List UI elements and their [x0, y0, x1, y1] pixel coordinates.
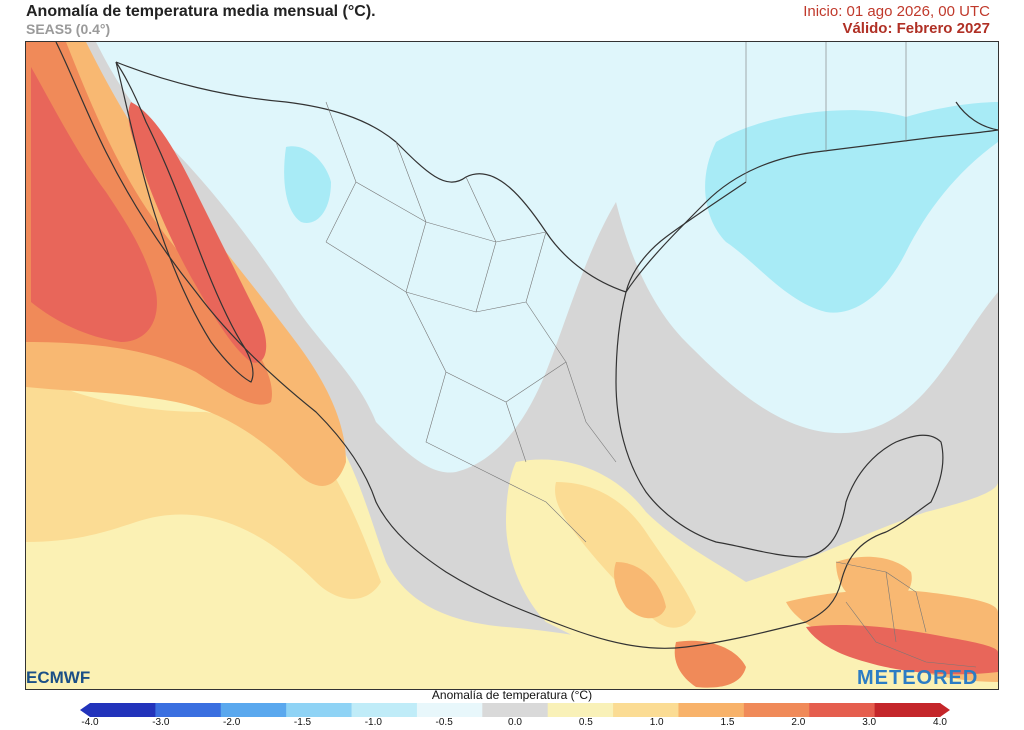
init-time: Inicio: 01 ago 2026, 00 UTC: [803, 3, 990, 20]
colorbar-tick-label: 1.0: [649, 717, 664, 728]
colorbar-tick-label: -4.0: [81, 717, 99, 728]
cool-patch-north: [284, 146, 331, 223]
warm-pacific-mid: [26, 372, 381, 599]
colorbar-arrow-left: [80, 703, 90, 717]
colorbar-title: Anomalía de temperatura (°C): [431, 688, 593, 702]
florida-coast: [955, 101, 998, 131]
hot-pacific-south: [674, 640, 746, 688]
colorbar-segment: [874, 703, 941, 717]
colorbar-segment: [155, 703, 222, 717]
colorbar-arrow-right: [940, 703, 950, 717]
colorbar-segment: [547, 703, 614, 717]
colorbar-segment: [678, 703, 745, 717]
valid-time: Válido: Febrero 2027: [842, 20, 990, 37]
colorbar-tick-label: 2.0: [791, 717, 806, 728]
colorbar-tick-label: 4.0: [933, 717, 947, 728]
colorbar-segment: [613, 703, 679, 717]
state-borders: [325, 42, 907, 543]
colorbar-tick-label: 0.0: [508, 717, 522, 728]
colorbar-tick-label: 3.0: [862, 717, 877, 728]
colorbar-segment: [286, 703, 353, 717]
colorbar-tick-label: -0.5: [435, 717, 453, 728]
colorbar-segment: [809, 703, 876, 717]
model-label: SEAS5 (0.4°): [26, 21, 111, 37]
colorbar-tick-label: -3.0: [152, 717, 170, 728]
colorbar-segment: [482, 703, 549, 717]
colorbar-segment: [743, 703, 810, 717]
mexico-coastline: [55, 42, 944, 649]
colorbar-tick-label: 1.5: [720, 717, 735, 728]
hot-central-america: [806, 625, 998, 675]
colorbar-segment: [351, 703, 418, 717]
map-title: Anomalía de temperatura media mensual (°…: [26, 3, 376, 20]
colorbar-tick-label: -2.0: [223, 717, 241, 728]
us-gulf-coast: [625, 129, 998, 293]
colorbar-segment: [90, 703, 156, 717]
very-hot-gulf-california: [128, 102, 267, 363]
colorbar-segment: [416, 703, 483, 717]
meteored-logo: METEORED: [857, 667, 979, 689]
cool-patch-gulf: [705, 102, 998, 313]
warm-oaxaca: [614, 562, 666, 619]
warm-yucatan: [836, 556, 912, 607]
colorbar: [80, 703, 950, 717]
warm-south-mid: [555, 482, 696, 628]
baja-california: [115, 61, 254, 383]
ecmwf-logo: ECMWF: [26, 668, 91, 687]
colorbar-tick-label: 0.5: [578, 717, 593, 728]
very-hot-pacific: [31, 67, 157, 342]
us-mexico-border: [115, 61, 627, 293]
colorbar-tick-label: -1.5: [293, 717, 312, 728]
colorbar-segment: [220, 703, 287, 717]
central-america-borders: [835, 561, 977, 668]
colorbar-tick-label: -1.0: [364, 717, 382, 728]
anomaly-map[interactable]: [25, 41, 999, 690]
